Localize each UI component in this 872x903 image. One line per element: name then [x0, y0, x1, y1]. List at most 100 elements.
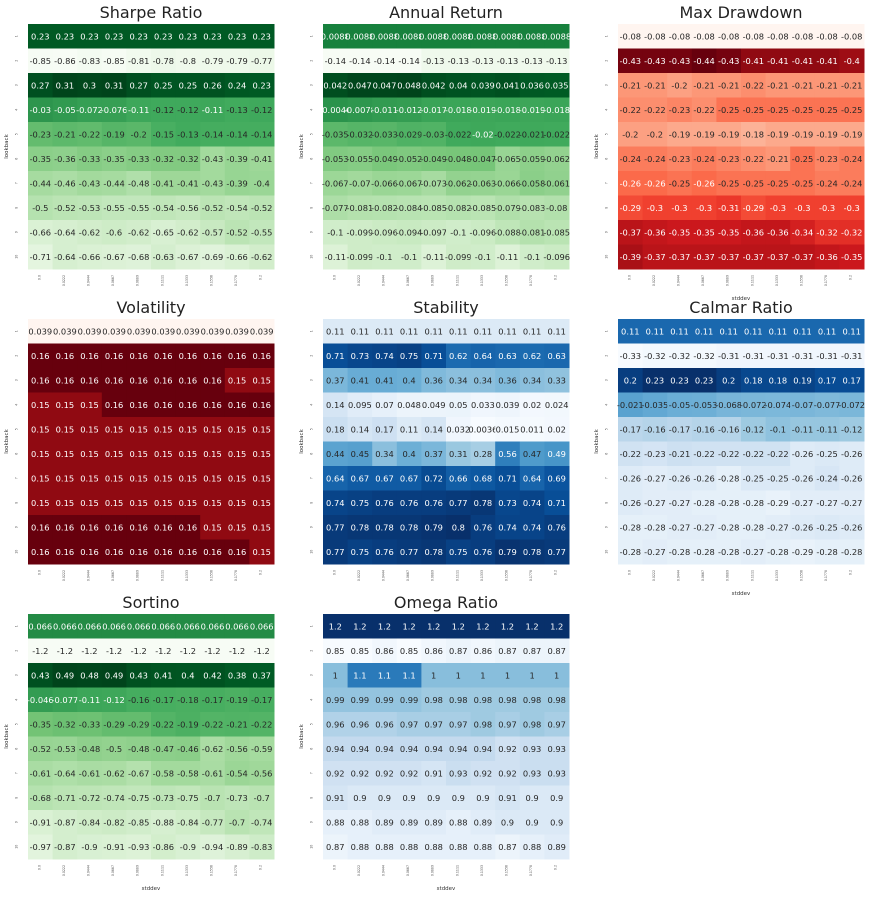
heatmap-cell [470, 122, 496, 147]
heatmap-cell [691, 122, 717, 147]
heatmap-cell [741, 195, 767, 221]
cell-value-label: 0.15 [179, 424, 197, 434]
cell-value-label: 0.48 [80, 670, 98, 680]
heatmap-cell [839, 73, 865, 98]
cell-value-label: -0.088 [494, 227, 521, 237]
heatmap-cell [642, 368, 668, 393]
x-tick-label: 0.1556 [210, 865, 214, 876]
heatmap-cell [151, 466, 177, 491]
heatmap-cell [151, 810, 177, 835]
x-tick-label: 0.1778 [234, 570, 238, 581]
heatmap-cell [52, 146, 78, 172]
cell-value-label: -0.91 [30, 817, 51, 827]
cell-value-label: 0.75 [449, 547, 467, 557]
cell-value-label: 0.96 [326, 719, 344, 729]
x-tick-label: 0.1778 [529, 570, 533, 581]
y-tick-label: 7 [605, 477, 609, 479]
heatmap-cell [446, 761, 472, 786]
cell-value-label: 0.15 [252, 424, 270, 434]
cell-value-label: -0.3 [819, 203, 835, 213]
heatmap-cell [765, 441, 791, 467]
cell-value-label: 0.75 [351, 547, 369, 557]
heatmap-cell [765, 466, 791, 491]
heatmap-cell [446, 220, 472, 245]
cell-value-label: -0.72 [79, 793, 100, 803]
cell-value-label: -0.085 [470, 203, 497, 213]
heatmap-cell [101, 515, 127, 540]
heatmap-cell [716, 24, 742, 49]
heatmap-cell [667, 146, 693, 172]
cell-value-label: -0.33 [79, 719, 100, 729]
heatmap-cell [716, 515, 742, 540]
cell-value-label: -0.24 [841, 154, 862, 164]
cell-value-label: -0.17 [620, 424, 641, 434]
cell-value-label: -0.75 [177, 793, 198, 803]
cell-value-label: 0.34 [375, 449, 393, 459]
cell-value-label: 0.97 [400, 719, 418, 729]
cell-value-label: -0.076 [101, 105, 128, 115]
cell-value-label: -0.1 [770, 424, 786, 434]
heatmap-cell [28, 785, 54, 811]
heatmap-cell [790, 195, 816, 221]
heatmap-cell [249, 146, 275, 172]
heatmap-cell [28, 368, 54, 393]
heatmap-cell [618, 490, 644, 516]
cell-value-label: -0.22 [644, 105, 665, 115]
cell-value-label: 0.0088 [542, 31, 571, 41]
y-tick-label: 6 [15, 158, 19, 160]
cell-value-label: -1.2 [180, 646, 196, 656]
cell-value-label: -0.77 [251, 56, 272, 66]
cell-value-label: -0.31 [792, 351, 813, 361]
cell-value-label: 0.74 [326, 498, 344, 508]
cell-value-label: -0.19 [718, 129, 739, 139]
cell-value-label: 0.91 [424, 768, 442, 778]
cell-value-label: -0.54 [153, 203, 174, 213]
heatmap-cell [716, 466, 742, 491]
heatmap-cell [790, 48, 816, 74]
y-tick-label: 5 [605, 428, 609, 430]
cell-value-label: 0.11 [842, 326, 860, 336]
heatmap-cell [224, 24, 250, 49]
cell-value-label: -0.53 [54, 744, 75, 754]
heatmap-cell [741, 24, 767, 49]
heatmap-cell [126, 539, 152, 565]
cell-value-label: 0.11 [424, 326, 442, 336]
heatmap-cell [200, 785, 226, 811]
heatmap-cell [52, 761, 78, 786]
cell-value-label: 0.16 [80, 522, 98, 532]
x-tick-label: 0.1333 [185, 275, 189, 286]
cell-value-label: -0.29 [128, 719, 149, 729]
cell-value-label: 0.11 [326, 326, 344, 336]
cell-value-label: 0.066 [127, 621, 151, 631]
heatmap-cell [642, 441, 668, 467]
cell-value-label: 0.49 [56, 670, 74, 680]
cell-value-label: 0.86 [424, 646, 442, 656]
heatmap-cell [691, 490, 717, 516]
cell-value-label: -0.48 [79, 744, 100, 754]
heatmap-cell [544, 490, 570, 516]
cell-value-label: 0.79 [424, 522, 442, 532]
cell-value-label: 1.2 [525, 621, 538, 631]
heatmap-cell [372, 146, 398, 172]
heatmap-cell [101, 220, 127, 245]
heatmap-cell [249, 834, 275, 860]
cell-value-label: -0.67 [103, 252, 124, 262]
cell-value-label: 0.02 [523, 400, 541, 410]
x-tick-label: 0.1111 [750, 570, 754, 581]
cell-value-label: -0.3 [844, 203, 860, 213]
heatmap-cell [77, 417, 103, 442]
x-tick-label: 0.1333 [480, 865, 484, 876]
cell-value-label: -0.28 [644, 522, 665, 532]
heatmap-cell [224, 687, 250, 713]
heatmap-title: Volatility [116, 298, 185, 317]
heatmap-cell [126, 614, 152, 639]
cell-value-label: 0.9 [402, 793, 415, 803]
cell-value-label: 0.039 [151, 326, 175, 336]
heatmap-cell [347, 834, 373, 860]
cell-value-label: -0.37 [620, 227, 641, 237]
cell-value-label: -0.13 [177, 129, 198, 139]
heatmap-cell [323, 171, 349, 196]
heatmap-cell [519, 73, 545, 98]
cell-value-label: 0.11 [400, 424, 418, 434]
